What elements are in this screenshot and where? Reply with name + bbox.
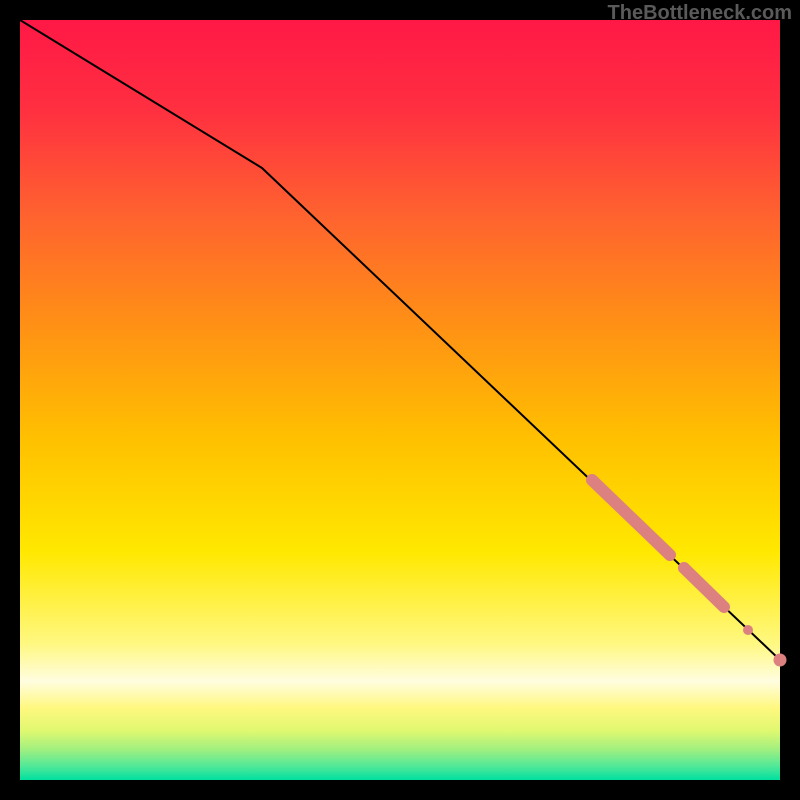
plot-area: [20, 20, 780, 780]
bottleneck-chart: [0, 0, 800, 800]
marker-dot: [774, 654, 787, 667]
chart-container: TheBottleneck.com: [0, 0, 800, 800]
watermark-text: TheBottleneck.com: [608, 2, 792, 25]
marker-dot: [743, 625, 753, 635]
